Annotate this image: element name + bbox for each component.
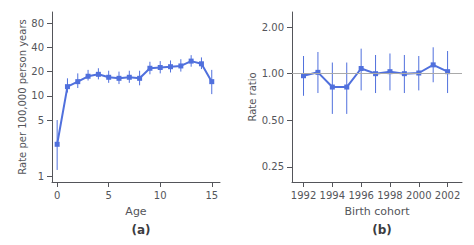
svg-text:(b): (b) [372, 223, 392, 237]
svg-text:20: 20 [31, 66, 44, 77]
svg-text:2000: 2000 [406, 190, 431, 201]
svg-text:1998: 1998 [377, 190, 402, 201]
svg-text:5: 5 [105, 190, 111, 201]
svg-text:1992: 1992 [291, 190, 316, 201]
svg-text:Rate ratio: Rate ratio [247, 72, 258, 121]
svg-text:10: 10 [31, 90, 44, 101]
svg-text:5: 5 [38, 115, 44, 126]
svg-text:0: 0 [54, 190, 60, 201]
svg-text:1.00: 1.00 [262, 68, 284, 79]
svg-text:1996: 1996 [348, 190, 373, 201]
svg-text:(a): (a) [131, 223, 150, 237]
svg-text:40: 40 [31, 42, 44, 53]
svg-text:1: 1 [38, 171, 44, 182]
svg-text:Birth cohort: Birth cohort [344, 205, 410, 218]
svg-text:0.25: 0.25 [262, 161, 284, 172]
svg-text:10: 10 [154, 190, 167, 201]
svg-text:2002: 2002 [435, 190, 460, 201]
svg-text:0.50: 0.50 [262, 115, 284, 126]
svg-text:1994: 1994 [320, 190, 345, 201]
svg-text:Age: Age [125, 205, 147, 218]
svg-text:80: 80 [31, 18, 44, 29]
svg-text:Rate per 100,000 person years: Rate per 100,000 person years [17, 19, 28, 174]
svg-text:15: 15 [205, 190, 218, 201]
svg-text:2.00: 2.00 [262, 22, 284, 33]
